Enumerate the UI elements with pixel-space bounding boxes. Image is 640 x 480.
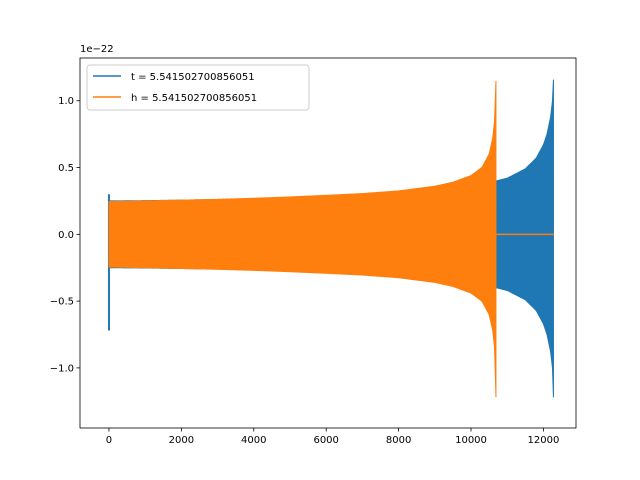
plot-area xyxy=(107,79,554,398)
legend-label-h: h = 5.541502700856051 xyxy=(131,93,257,104)
x-tick-label: 6000 xyxy=(313,435,338,446)
y-tick-label: −0.5 xyxy=(50,297,74,308)
y-offset-label: 1e−22 xyxy=(80,44,114,55)
y-tick-label: 1.0 xyxy=(58,96,74,107)
legend-label-t: t = 5.541502700856051 xyxy=(131,72,255,83)
legend-box xyxy=(86,64,310,111)
series-1-waveform xyxy=(108,80,497,398)
legend: t = 5.541502700856051 h = 5.541502700856… xyxy=(86,64,310,111)
y-axis: −1.0 −0.5 0.0 0.5 1.0 xyxy=(50,96,80,374)
y-tick-label: 0.0 xyxy=(58,230,74,241)
series-1 xyxy=(108,80,554,398)
x-tick-label: 0 xyxy=(106,435,112,446)
x-tick-label: 8000 xyxy=(386,435,411,446)
x-tick-label: 4000 xyxy=(241,435,266,446)
x-tick-label: 10000 xyxy=(455,435,487,446)
y-tick-label: 0.5 xyxy=(58,163,74,174)
x-tick-label: 12000 xyxy=(528,435,560,446)
x-tick-label: 2000 xyxy=(169,435,194,446)
axes-frame xyxy=(79,57,577,429)
y-tick-label: −1.0 xyxy=(50,363,74,374)
x-axis: 0 2000 4000 6000 8000 10000 12000 xyxy=(106,428,560,446)
